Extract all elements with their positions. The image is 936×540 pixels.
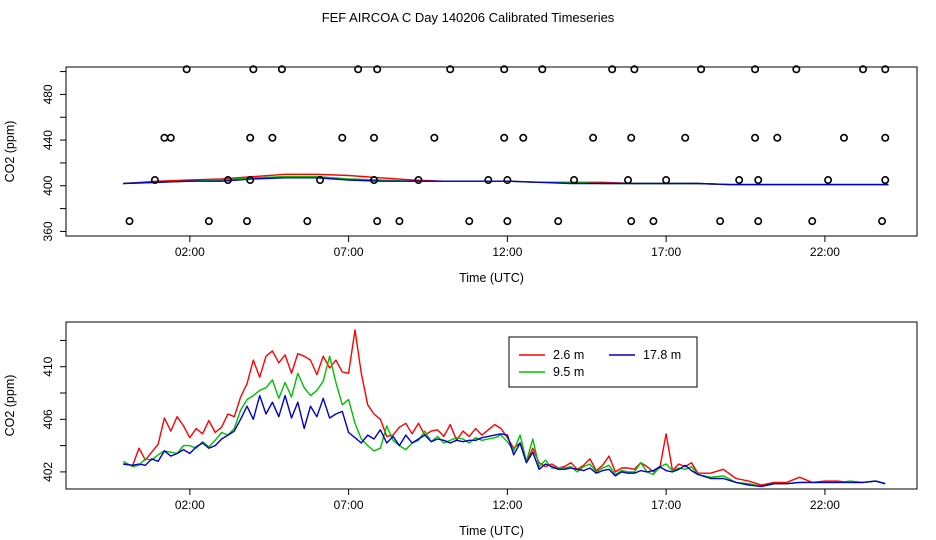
marker-point — [627, 133, 636, 142]
marker-point — [414, 176, 423, 185]
plot-frame — [65, 321, 918, 490]
marker-point — [773, 133, 782, 142]
marker-point — [681, 133, 690, 142]
marker-point — [484, 176, 493, 185]
marker-point — [242, 217, 251, 226]
marker-point — [160, 133, 169, 142]
marker-point — [538, 65, 547, 74]
marker-point — [662, 176, 671, 185]
marker-point — [608, 65, 617, 74]
marker-point — [373, 217, 382, 226]
marker-point — [751, 65, 760, 74]
marker-point — [881, 65, 890, 74]
marker-point — [754, 176, 763, 185]
marker-point — [881, 176, 890, 185]
marker-point — [627, 217, 636, 226]
marker-point — [878, 217, 887, 226]
marker-point — [589, 133, 598, 142]
marker-point — [166, 133, 175, 142]
marker-point — [881, 133, 890, 142]
x-tick-label: 12:00 — [492, 245, 522, 259]
x-tick-label: 17:00 — [651, 498, 681, 512]
marker-point — [500, 133, 509, 142]
marker-point — [316, 176, 325, 185]
top-panel: 02:00 07:00 12:00 17:00 22:00 360 400 440 480 Tim… — [3, 65, 918, 285]
marker-point — [303, 217, 312, 226]
marker-point — [125, 217, 134, 226]
marker-point — [624, 176, 633, 185]
y-tick-label: 410 — [41, 356, 55, 376]
marker-point — [182, 65, 191, 74]
marker-point — [570, 176, 579, 185]
marker-point — [792, 65, 801, 74]
marker-point — [150, 176, 159, 185]
marker-point — [649, 217, 658, 226]
x-tick-label: 12:00 — [492, 498, 522, 512]
marker-point — [277, 65, 286, 74]
marker-point — [754, 217, 763, 226]
x-tick-label: 22:00 — [810, 245, 840, 259]
x-axis-title: Time (UTC) — [459, 271, 524, 285]
marker-point — [519, 133, 528, 142]
marker-point — [430, 133, 439, 142]
series-line-2-6-m — [123, 329, 886, 486]
y-axis-title: CO2 (ppm) — [3, 375, 17, 437]
marker-point — [268, 133, 277, 142]
marker-point — [554, 217, 563, 226]
marker-point — [500, 65, 509, 74]
marker-point — [630, 65, 639, 74]
marker-point — [751, 133, 760, 142]
marker-point — [808, 217, 817, 226]
y-tick-label: 480 — [41, 84, 55, 104]
bottom-panel: 02:00 07:00 12:00 17:00 22:00 402 406 410 Time (… — [3, 321, 918, 538]
legend-label: 2.6 m — [553, 348, 584, 362]
legend-label: 17.8 m — [643, 348, 681, 362]
figure-title: FEF AIRCOA C Day 140206 Calibrated Times… — [322, 10, 615, 25]
marker-point — [395, 217, 404, 226]
x-axis-title: Time (UTC) — [459, 524, 524, 538]
x-tick-label: 07:00 — [334, 245, 364, 259]
marker-point — [249, 65, 258, 74]
marker-point — [223, 176, 232, 185]
x-tick-label: 22:00 — [810, 498, 840, 512]
marker-point — [503, 176, 512, 185]
series-line-17-8-m — [123, 394, 886, 488]
y-tick-label: 440 — [41, 130, 55, 150]
marker-point — [246, 176, 255, 185]
legend-box — [508, 336, 698, 388]
legend: 2.6 m 17.8 m 9.5 m — [508, 336, 698, 388]
marker-point — [735, 176, 744, 185]
marker-point — [697, 65, 706, 74]
x-tick-label: 07:00 — [334, 498, 364, 512]
marker-point — [503, 217, 512, 226]
marker-point — [465, 217, 474, 226]
marker-point — [370, 176, 379, 185]
marker-point — [824, 176, 833, 185]
x-tick-label: 02:00 — [175, 498, 205, 512]
marker-point — [246, 133, 255, 142]
marker-point — [373, 65, 382, 74]
marker-point — [446, 65, 455, 74]
legend-label: 9.5 m — [553, 365, 584, 379]
x-tick-label: 02:00 — [175, 245, 205, 259]
y-tick-label: 402 — [41, 462, 55, 482]
marker-point — [370, 133, 379, 142]
series-line-9-5-m — [122, 355, 886, 488]
y-tick-label: 360 — [41, 221, 55, 241]
marker-point — [338, 133, 347, 142]
marker-point — [204, 217, 213, 226]
y-tick-label: 406 — [41, 409, 55, 429]
y-axis-title: CO2 (ppm) — [3, 121, 17, 183]
plot-frame — [65, 66, 918, 237]
x-tick-label: 17:00 — [651, 245, 681, 259]
series-group — [122, 329, 886, 488]
marker-point — [354, 65, 363, 74]
y-tick-label: 400 — [41, 175, 55, 195]
marker-point — [716, 217, 725, 226]
marker-point — [839, 133, 848, 142]
marker-point — [859, 65, 868, 74]
